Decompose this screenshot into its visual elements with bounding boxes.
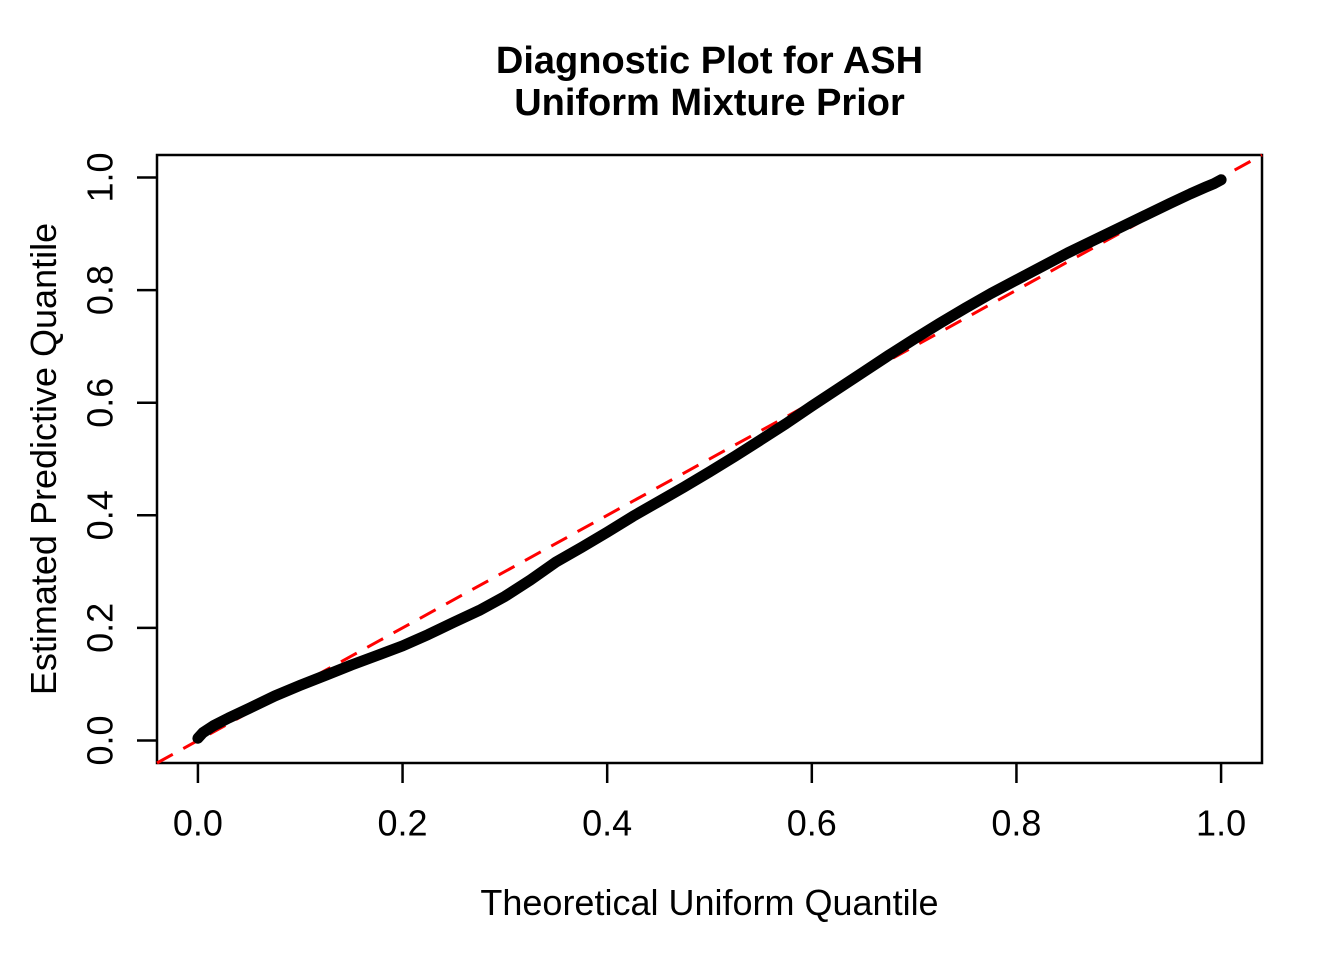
plot-box <box>155 153 1264 765</box>
chart-title-line2: Uniform Mixture Prior <box>514 82 905 124</box>
quantile-curve <box>192 174 1227 744</box>
y-tick-label: 0.2 <box>80 603 121 653</box>
reference-diagonal-line <box>156 153 1263 765</box>
chart-title: Diagnostic Plot for ASH Uniform Mixture … <box>157 40 1262 124</box>
x-axis-title: Theoretical Uniform Quantile <box>480 882 939 923</box>
y-tick-label: 0.6 <box>80 378 121 428</box>
x-tick-label: 1.0 <box>1196 803 1246 844</box>
x-tick-label: 0.2 <box>378 803 428 844</box>
y-tick-label: 0.0 <box>80 715 121 765</box>
x-tick-label: 0.4 <box>582 803 632 844</box>
y-tick-label: 1.0 <box>80 152 121 202</box>
y-tick-label: 0.4 <box>80 490 121 540</box>
y-tick-label: 0.8 <box>80 265 121 315</box>
x-tick-label: 0.0 <box>173 803 223 844</box>
x-tick-label: 0.6 <box>787 803 837 844</box>
chart-title-line1: Diagnostic Plot for ASH <box>495 40 924 82</box>
x-tick-label: 0.8 <box>991 803 1041 844</box>
